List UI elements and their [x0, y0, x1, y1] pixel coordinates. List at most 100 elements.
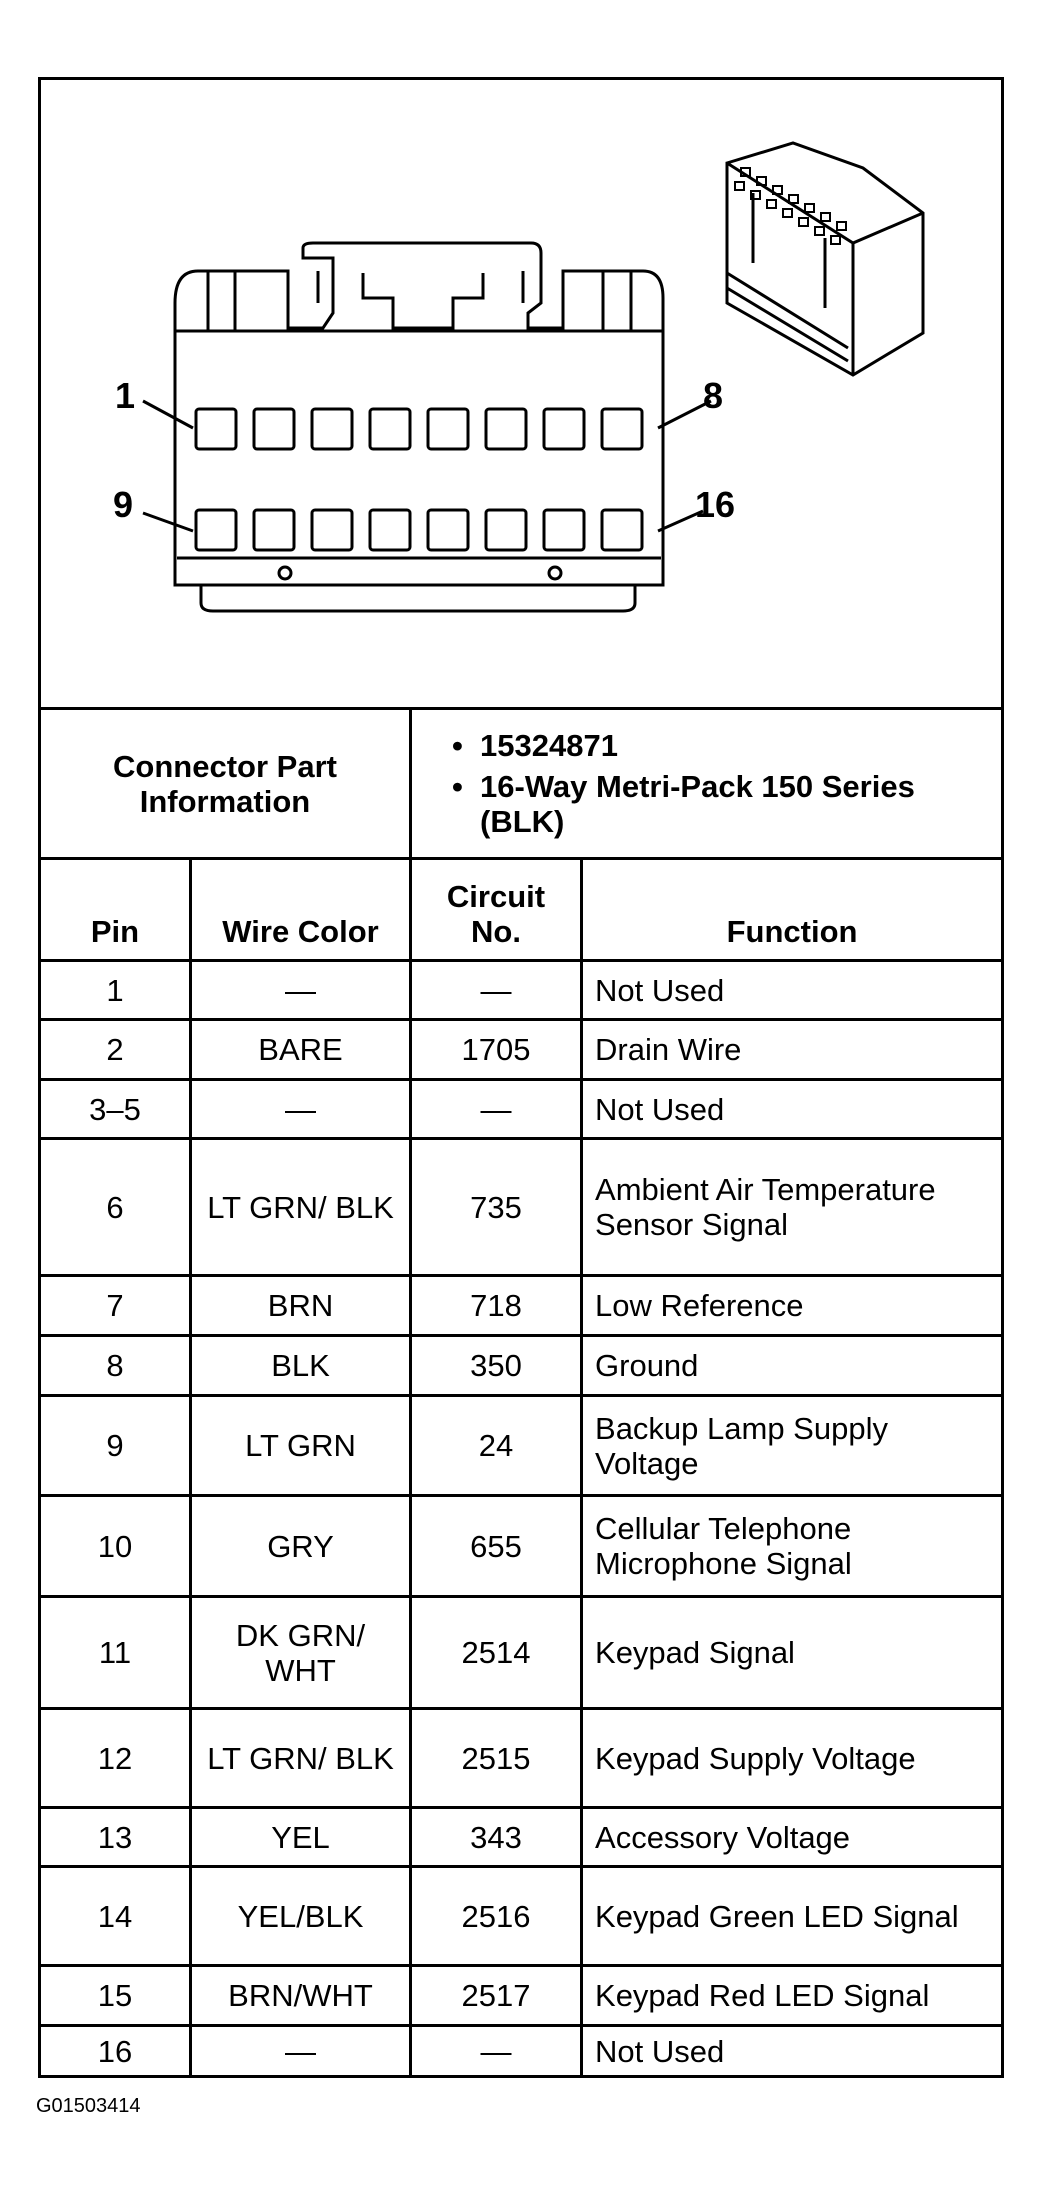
table-row: 14 YEL/BLK 2516 Keypad Green LED Signal: [38, 1865, 1004, 1967]
table-row: 10 GRY 655 Cellular Telephone Microphone Si…: [38, 1494, 1004, 1598]
pin-cell: 12: [38, 1707, 192, 1809]
wire-color-cell: BRN: [188, 1274, 413, 1337]
iso-pin: [820, 212, 831, 222]
col-header-pin: Pin: [38, 857, 192, 962]
iso-pin: [788, 194, 799, 204]
pin-cell: 8: [38, 1334, 192, 1397]
wire-color-cell: LT GRN/ BLK: [188, 1137, 413, 1277]
pin-label-1: 1: [115, 375, 135, 416]
function-cell: Not Used: [580, 1078, 1004, 1140]
connector-description: 16-Way Metri-Pack 150 Series (BLK): [452, 769, 989, 839]
circuit-cell: 735: [409, 1137, 584, 1277]
wire-color-cell: —: [188, 959, 413, 1021]
table-row: 12 LT GRN/ BLK 2515 Keypad Supply Voltage: [38, 1707, 1004, 1809]
wire-color-cell: BARE: [188, 1018, 413, 1081]
pin-cell: 3–5: [38, 1078, 192, 1140]
pin-cavity-1: [194, 407, 238, 451]
circuit-cell: —: [409, 1078, 584, 1140]
table-row: 15 BRN/WHT 2517 Keypad Red LED Signal: [38, 1964, 1004, 2027]
pin-cavity-12: [368, 508, 412, 552]
function-cell: Cellular Telephone Microphone Signal: [580, 1494, 1004, 1598]
circuit-cell: 2517: [409, 1964, 584, 2027]
pin-cell: 9: [38, 1394, 192, 1497]
iso-pin: [798, 217, 809, 227]
function-cell: Low Reference: [580, 1274, 1004, 1337]
iso-pin: [814, 226, 825, 236]
function-cell: Keypad Red LED Signal: [580, 1964, 1004, 2027]
function-cell: Backup Lamp Supply Voltage: [580, 1394, 1004, 1497]
table-row: 8 BLK 350 Ground: [38, 1334, 1004, 1397]
circuit-cell: 1705: [409, 1018, 584, 1081]
pin-cell: 6: [38, 1137, 192, 1277]
circuit-cell: 2516: [409, 1865, 584, 1967]
iso-pin: [756, 176, 767, 186]
function-cell: Keypad Green LED Signal: [580, 1865, 1004, 1967]
table-row: 9 LT GRN 24 Backup Lamp Supply Voltage: [38, 1394, 1004, 1497]
wire-color-cell: YEL: [188, 1806, 413, 1868]
pin-label-9: 9: [113, 484, 133, 525]
pin-cavity-9: [194, 508, 238, 552]
wire-color-cell: BRN/WHT: [188, 1964, 413, 2027]
wire-color-cell: GRY: [188, 1494, 413, 1598]
connector-info-label: Connector Part Information: [37, 707, 413, 860]
pin-cavity-13: [426, 508, 470, 552]
iso-pin: [750, 190, 761, 200]
pin-label-8: 8: [703, 375, 723, 416]
circuit-cell: 2515: [409, 1707, 584, 1809]
function-cell: Keypad Supply Voltage: [580, 1707, 1004, 1809]
function-cell: Not Used: [580, 2024, 1004, 2078]
col-header-function: Function: [580, 857, 1004, 962]
pin-cell: 15: [38, 1964, 192, 2027]
pin-cavity-8: [600, 407, 644, 451]
table-row: 2 BARE 1705 Drain Wire: [38, 1018, 1004, 1081]
col-header-circuit-no: Circuit No.: [409, 857, 584, 962]
function-cell: Ambient Air Temperature Sensor Signal: [580, 1137, 1004, 1277]
figure-id: G01503414: [36, 2095, 141, 2117]
pin-cell: 1: [38, 959, 192, 1021]
circuit-cell: 24: [409, 1394, 584, 1497]
table-header-row: Pin Wire Color Circuit No. Function: [38, 857, 1004, 962]
iso-pin: [782, 208, 793, 218]
iso-pin: [804, 203, 815, 213]
function-cell: Not Used: [580, 959, 1004, 1021]
table-row: 13 YEL 343 Accessory Voltage: [38, 1806, 1004, 1868]
wire-color-cell: DK GRN/ WHT: [188, 1595, 413, 1710]
table-row: 7 BRN 718 Low Reference: [38, 1274, 1004, 1337]
pin-cell: 10: [38, 1494, 192, 1598]
circuit-cell: 718: [409, 1274, 584, 1337]
table-row: 1— — Not Used: [38, 959, 1004, 1021]
pin-cell: 11: [38, 1595, 192, 1710]
wire-color-cell: —: [188, 1078, 413, 1140]
function-cell: Accessory Voltage: [580, 1806, 1004, 1868]
table-row: 11 DK GRN/ WHT 2514 Keypad Signal: [38, 1595, 1004, 1710]
pin-cavity-11: [310, 508, 354, 552]
pin-cell: 16: [38, 2024, 192, 2078]
connector-info-row: Connector Part Information 15324871 16-W…: [37, 707, 1004, 860]
pin-cavity-16: [600, 508, 644, 552]
iso-pin: [772, 185, 783, 195]
pin-cavity-14: [484, 508, 528, 552]
pin-cell: 13: [38, 1806, 192, 1868]
wire-color-cell: LT GRN/ BLK: [188, 1707, 413, 1809]
wire-color-cell: —: [188, 2024, 413, 2078]
pin-cell: 2: [38, 1018, 192, 1081]
pin-label-16: 16: [695, 484, 735, 525]
col-header-wire-color: Wire Color: [188, 857, 413, 962]
circuit-cell: 2514: [409, 1595, 584, 1710]
table-row: 6 LT GRN/ BLK 735 Ambient Air Temperature S…: [38, 1137, 1004, 1277]
iso-pin: [734, 181, 745, 191]
table-row: 3–5— — Not Used: [38, 1078, 1004, 1140]
pin-cavity-7: [542, 407, 586, 451]
circuit-cell: 655: [409, 1494, 584, 1598]
connector-pinout-table: Connector Part Information 15324871 16-W…: [37, 707, 1004, 2078]
table-row: 16— — Not Used: [38, 2024, 1004, 2078]
pin-cavity-2: [252, 407, 296, 451]
pin-cell: 14: [38, 1865, 192, 1967]
connector-face-drawing: [142, 241, 712, 613]
function-cell: Ground: [580, 1334, 1004, 1397]
function-cell: Drain Wire: [580, 1018, 1004, 1081]
connector-isometric-drawing: [725, 141, 925, 377]
wire-color-cell: LT GRN: [188, 1394, 413, 1497]
pin-cavity-4: [368, 407, 412, 451]
iso-pin: [766, 199, 777, 209]
